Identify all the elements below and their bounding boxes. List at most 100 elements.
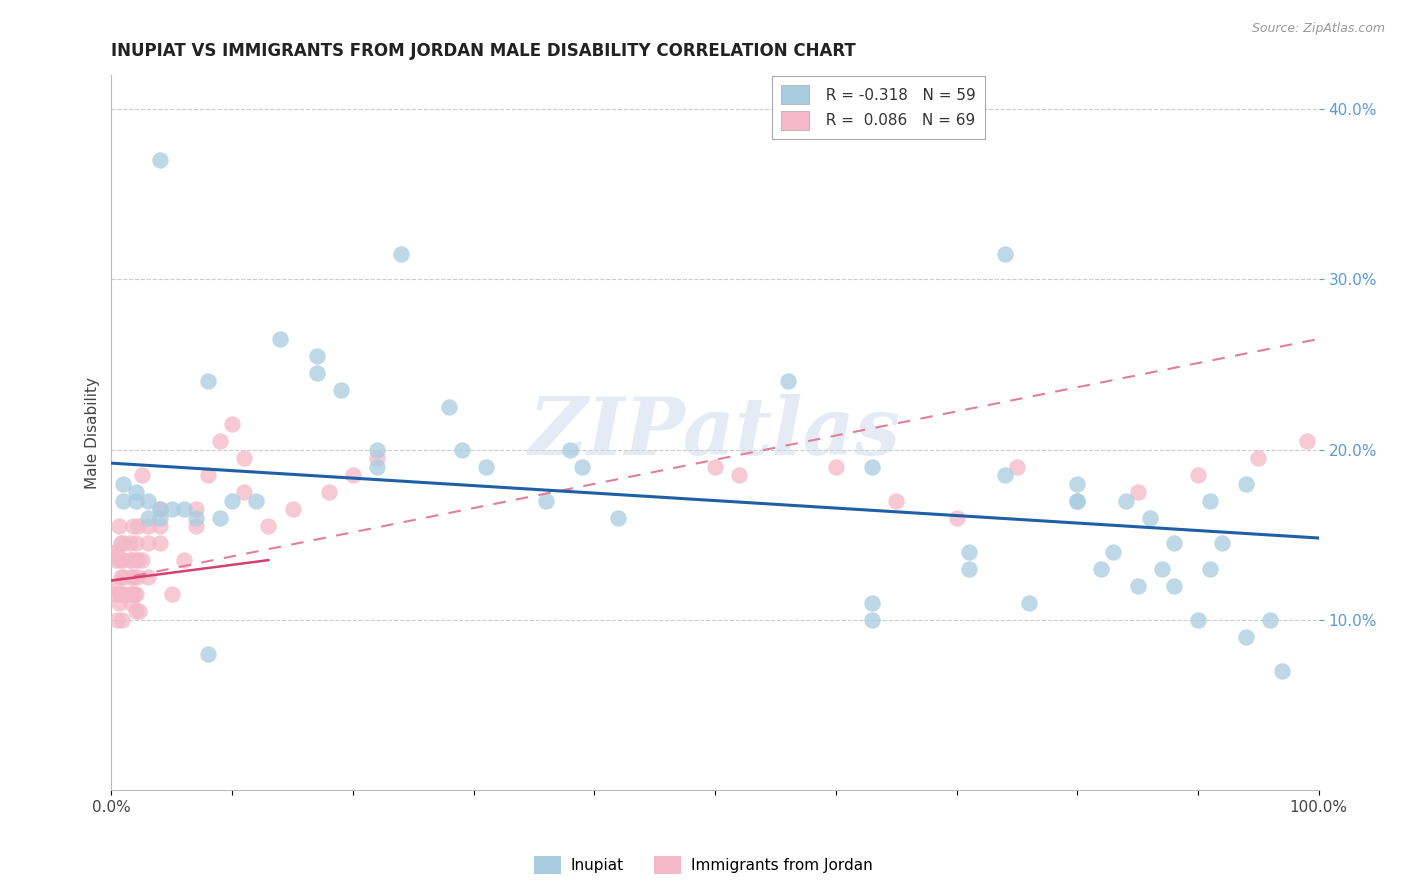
Point — [112, 587, 135, 601]
Point — [209, 510, 232, 524]
Point — [124, 485, 146, 500]
Point — [149, 510, 172, 524]
Point — [269, 332, 291, 346]
Point — [1102, 544, 1125, 558]
Point — [173, 502, 195, 516]
Point — [112, 493, 135, 508]
Point — [112, 536, 135, 550]
Point — [149, 153, 172, 168]
Point — [173, 553, 195, 567]
Point — [160, 502, 183, 516]
Point — [389, 247, 412, 261]
Point — [1163, 536, 1185, 550]
Point — [108, 553, 131, 567]
Point — [450, 442, 472, 457]
Point — [1234, 476, 1257, 491]
Point — [107, 519, 129, 533]
Point — [994, 247, 1017, 261]
Point — [197, 647, 219, 661]
Point — [824, 459, 846, 474]
Point — [122, 519, 145, 533]
Point — [112, 587, 135, 601]
Point — [1090, 561, 1112, 575]
Point — [1139, 510, 1161, 524]
Point — [149, 502, 172, 516]
Point — [125, 570, 148, 584]
Point — [305, 366, 328, 380]
Point — [107, 544, 129, 558]
Point — [884, 493, 907, 508]
Point — [124, 604, 146, 618]
Point — [118, 536, 141, 550]
Point — [124, 536, 146, 550]
Point — [1126, 579, 1149, 593]
Point — [1199, 493, 1222, 508]
Point — [1115, 493, 1137, 508]
Point — [233, 451, 256, 466]
Y-axis label: Male Disability: Male Disability — [86, 376, 100, 489]
Point — [120, 570, 142, 584]
Point — [149, 519, 172, 533]
Point — [197, 468, 219, 483]
Point — [124, 587, 146, 601]
Point — [107, 596, 129, 610]
Point — [131, 468, 153, 483]
Point — [366, 442, 388, 457]
Point — [107, 613, 129, 627]
Point — [704, 459, 727, 474]
Point — [221, 493, 243, 508]
Point — [121, 553, 143, 567]
Point — [607, 510, 630, 524]
Point — [534, 493, 557, 508]
Point — [342, 468, 364, 483]
Point — [112, 476, 135, 491]
Point — [1066, 493, 1088, 508]
Point — [131, 553, 153, 567]
Point — [104, 544, 127, 558]
Point — [366, 451, 388, 466]
Point — [728, 468, 751, 483]
Point — [136, 536, 159, 550]
Point — [439, 400, 461, 414]
Point — [122, 570, 145, 584]
Point — [945, 510, 967, 524]
Point — [957, 561, 980, 575]
Point — [221, 417, 243, 431]
Point — [112, 553, 135, 567]
Point — [245, 493, 267, 508]
Point — [110, 536, 132, 550]
Point — [1066, 476, 1088, 491]
Point — [318, 485, 340, 500]
Point — [124, 493, 146, 508]
Point — [305, 349, 328, 363]
Point — [149, 502, 172, 516]
Point — [1234, 630, 1257, 644]
Point — [860, 596, 883, 610]
Point — [1260, 613, 1282, 627]
Point — [1247, 451, 1270, 466]
Point — [124, 553, 146, 567]
Point — [1211, 536, 1233, 550]
Point — [124, 587, 146, 601]
Point — [776, 375, 799, 389]
Point — [209, 434, 232, 448]
Point — [257, 519, 280, 533]
Point — [120, 596, 142, 610]
Point — [112, 570, 135, 584]
Point — [118, 587, 141, 601]
Point — [233, 485, 256, 500]
Point — [860, 613, 883, 627]
Legend: Inupiat, Immigrants from Jordan: Inupiat, Immigrants from Jordan — [527, 850, 879, 880]
Point — [127, 519, 149, 533]
Point — [110, 570, 132, 584]
Point — [1150, 561, 1173, 575]
Text: ZIPatlas: ZIPatlas — [529, 393, 901, 471]
Point — [136, 570, 159, 584]
Point — [160, 587, 183, 601]
Point — [1295, 434, 1317, 448]
Point — [957, 544, 980, 558]
Point — [1187, 613, 1209, 627]
Point — [128, 604, 150, 618]
Point — [111, 613, 134, 627]
Point — [474, 459, 496, 474]
